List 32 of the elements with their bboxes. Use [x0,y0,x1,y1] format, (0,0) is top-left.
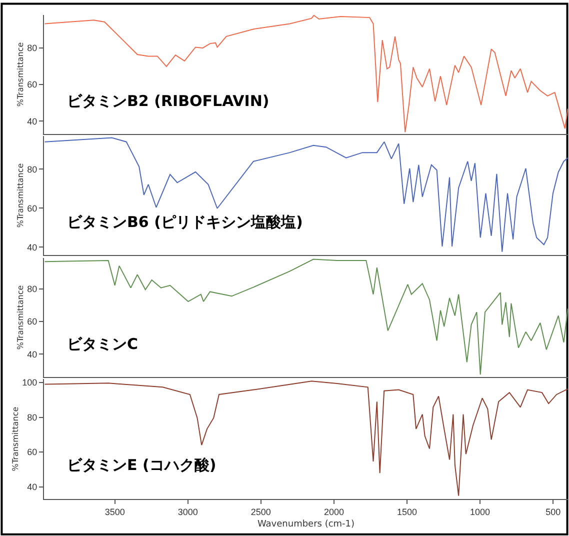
line-series [44,137,568,252]
line-series [44,380,568,496]
x-tick-label: 2500 [250,506,271,517]
x-tick-label: 500 [546,506,561,517]
y-tick-label: 80 [27,284,38,294]
y-tick-label: 60 [27,316,38,327]
x-tick-label: 2000 [324,506,344,517]
x-tick-label: 1500 [397,506,418,517]
y-tick-label: 60 [27,447,38,458]
y-tick-label: 80 [27,164,38,174]
y-tick-label: 100 [22,378,38,388]
y-tick-label: 40 [27,116,38,126]
y-tick-label: 40 [27,349,38,360]
y-tick-label: 80 [27,43,38,54]
series-label: ビタミンE (コハク酸) [67,456,216,474]
x-axis-title: Wavenumbers (cm-1) [257,520,355,530]
line-series [44,258,568,376]
text: ビタミンB6 (ピリドキシン塩酸塩) [67,213,303,231]
y-axis-title: %Transmittance [16,42,25,107]
y-tick-label: 80 [27,412,38,422]
text: ビタミンC [67,335,138,353]
y-axis-title: %Transmittance [16,163,25,228]
y-tick-label: 60 [27,80,38,90]
y-tick-label: 40 [27,242,38,252]
y-tick-label: 40 [27,482,38,492]
y-tick-label: 60 [27,203,38,214]
x-tick-label: 1000 [470,506,490,517]
text: ビタミンB2 (RIBOFLAVIN) [67,92,270,110]
y-axis-title: %Transmittance [10,406,20,472]
x-tick-label: 3000 [178,506,198,517]
x-tick-label: 3500 [104,506,125,517]
y-axis-title: %Transmittance [16,285,25,350]
